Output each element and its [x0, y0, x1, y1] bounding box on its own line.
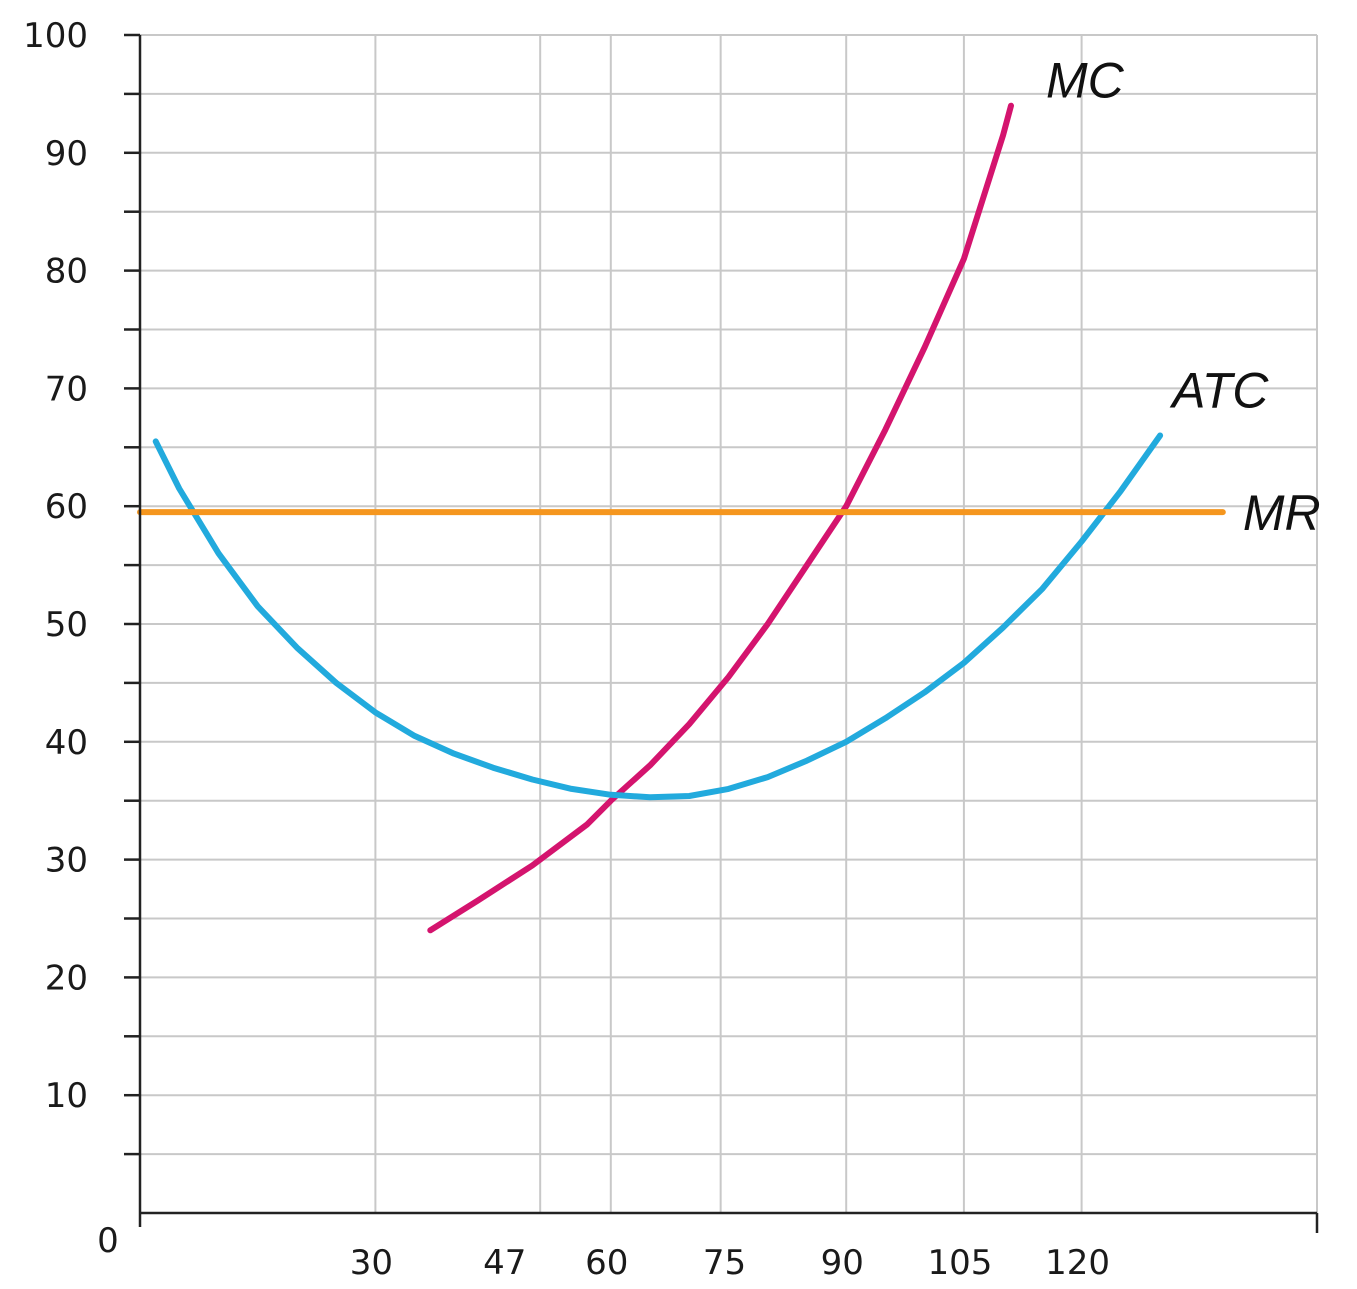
x-tick-label: 105: [927, 1243, 992, 1283]
y-tick-label: 100: [23, 16, 88, 56]
origin-label: 0: [97, 1221, 119, 1261]
series-line-mc: [427, 102, 1014, 934]
series-label-mc: MC: [1046, 53, 1125, 109]
x-tick-label: 75: [703, 1243, 746, 1283]
x-tick-label: 47: [483, 1243, 526, 1283]
series-group: [137, 102, 1226, 934]
y-tick-label: 60: [45, 487, 88, 527]
grid: [140, 34, 1318, 1213]
axes: [124, 33, 1319, 1233]
y-tick-label: 30: [45, 841, 88, 881]
y-tick-label: 80: [45, 252, 88, 292]
y-tick-label: 10: [45, 1076, 88, 1116]
y-tick-label: 50: [45, 605, 88, 645]
x-tick-label: 30: [350, 1243, 393, 1283]
x-tick-label: 60: [585, 1243, 628, 1283]
y-tick-label: 70: [45, 369, 88, 409]
series-line-atc: [152, 432, 1164, 801]
series-label-mr: MR: [1243, 485, 1321, 541]
labels: 10 20 30 40 50 60 70 80 90 100 30 47 60 75 90 105 120 0 MC…: [23, 16, 1321, 1283]
x-tick-label: 90: [821, 1243, 864, 1283]
y-tick-label: 40: [45, 723, 88, 763]
x-tick-label: 120: [1045, 1243, 1110, 1283]
series-label-atc: ATC: [1169, 363, 1269, 419]
y-tick-label: 90: [45, 134, 88, 174]
y-tick-label: 20: [45, 958, 88, 998]
